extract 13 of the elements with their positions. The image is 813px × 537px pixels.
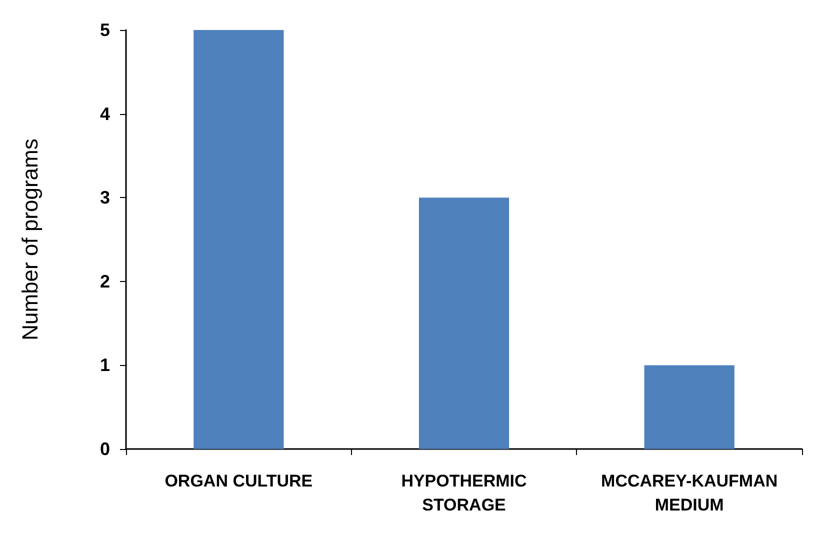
bar (194, 30, 284, 449)
y-tick-label: 5 (100, 20, 110, 40)
y-tick-label: 0 (100, 439, 110, 459)
x-tick-label: HYPOTHERMIC STORAGE (401, 472, 527, 514)
x-tick-label: MCCAREY-KAUFMAN MEDIUM (601, 472, 778, 514)
bar (644, 365, 734, 449)
bar (418, 198, 510, 449)
y-tick-label: 3 (100, 188, 110, 208)
y-tick-label: 2 (100, 271, 110, 292)
y-axis-title: Number of programs (18, 138, 42, 340)
y-tick-label: 4 (100, 104, 110, 124)
x-tick-label: ORGAN CULTURE (164, 472, 313, 490)
y-tick-label: 1 (100, 355, 110, 376)
